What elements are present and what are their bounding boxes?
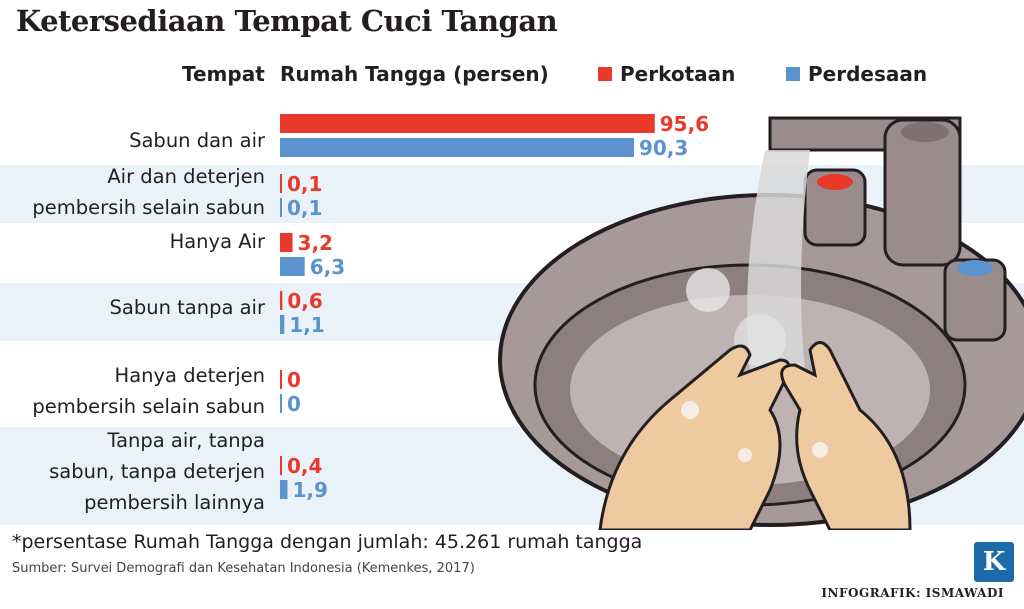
category-label-line: sabun, tanpa deterjen — [49, 460, 265, 483]
hot-tap-indicator — [817, 174, 853, 190]
publisher-logo: K — [974, 542, 1014, 582]
left-hand — [598, 344, 791, 530]
chart-title: Ketersediaan Tempat Cuci Tangan — [16, 4, 558, 38]
legend-swatch-urban — [598, 67, 612, 81]
cold-tap-indicator — [957, 260, 993, 276]
bar-urban-2 — [280, 174, 282, 193]
right-hand — [780, 341, 912, 530]
value-label-urban-4: 0,6 — [287, 289, 322, 313]
category-label-line: Sabun tanpa air — [109, 296, 266, 319]
footnote: *persentase Rumah Tangga dengan jumlah: … — [12, 531, 643, 553]
bar-urban-4 — [280, 291, 283, 310]
source-note: Sumber: Survei Demografi dan Kesehatan I… — [12, 561, 475, 576]
category-label-line: pembersih selain sabun — [32, 395, 265, 418]
bar-rural-3 — [280, 257, 305, 276]
category-label-4: Sabun tanpa air — [0, 292, 266, 323]
category-label-1: Sabun dan air — [0, 125, 265, 156]
category-label-5: Hanya deterjen pembersih selain sabun — [0, 360, 265, 422]
category-label-3: Hanya Air — [0, 226, 265, 257]
column-header-place: Tempat — [182, 62, 265, 86]
handwashing-illustration — [498, 116, 1024, 530]
infographic-credit: INFOGRAFIK: ISMAWADI — [821, 586, 1004, 600]
bar-rural-5 — [280, 394, 282, 413]
category-label-line: Sabun dan air — [129, 129, 265, 152]
value-label-urban-5: 0 — [287, 368, 301, 392]
legend-label-rural: Perdesaan — [808, 62, 928, 86]
category-label-line: pembersih lainnya — [84, 491, 265, 514]
category-label-line: Tanpa air, tanpa — [107, 429, 265, 452]
bar-urban-1 — [280, 114, 655, 133]
hot-tap — [803, 168, 867, 247]
bar-rural-6 — [280, 480, 288, 499]
value-label-urban-3: 3,2 — [298, 231, 333, 255]
category-label-line: Hanya deterjen — [114, 364, 265, 387]
legend-swatch-rural — [786, 67, 800, 81]
legend-item-urban: Perkotaan — [598, 62, 735, 86]
category-label-line: Air dan deterjen — [107, 165, 265, 188]
category-label-line: pembersih selain sabun — [32, 196, 265, 219]
category-label-6: Tanpa air, tanpa sabun, tanpa deterjen p… — [0, 425, 265, 518]
bar-rural-4 — [280, 315, 285, 334]
column-header-metric: Rumah Tangga (persen) — [280, 62, 549, 86]
category-label-2: Air dan deterjen pembersih selain sabun — [0, 161, 265, 223]
faucet-body — [883, 118, 962, 267]
bar-rural-1 — [280, 138, 634, 157]
value-label-rural-4: 1,1 — [289, 313, 324, 337]
value-label-urban-2: 0,1 — [287, 172, 322, 196]
value-label-rural-2: 0,1 — [287, 196, 322, 220]
bar-rural-2 — [280, 198, 282, 217]
value-label-rural-1: 90,3 — [639, 136, 688, 160]
value-label-urban-1: 95,6 — [660, 112, 709, 136]
legend-item-rural: Perdesaan — [786, 62, 927, 86]
value-label-rural-6: 1,9 — [292, 478, 327, 502]
bar-urban-5 — [280, 370, 282, 389]
value-label-rural-3: 6,3 — [310, 255, 345, 279]
value-label-urban-6: 0,4 — [287, 454, 322, 478]
category-label-line: Hanya Air — [169, 230, 265, 253]
value-label-rural-5: 0 — [287, 392, 301, 416]
bar-urban-3 — [280, 233, 293, 252]
legend-label-urban: Perkotaan — [620, 62, 736, 86]
bar-urban-6 — [280, 456, 282, 475]
